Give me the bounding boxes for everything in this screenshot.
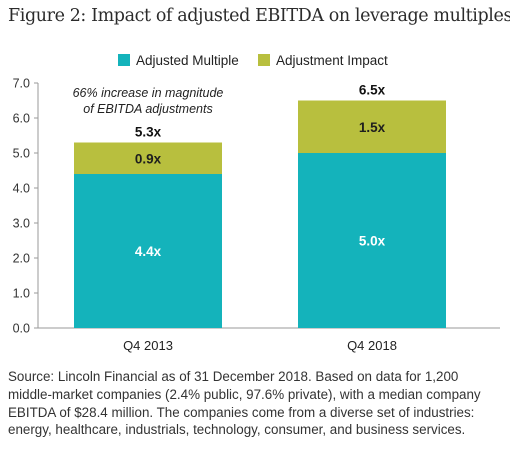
bar-total-label: 6.5x xyxy=(359,83,386,98)
bar-total-label: 5.3x xyxy=(135,125,162,140)
legend-swatch xyxy=(118,54,130,66)
y-tick-label: 5.0 xyxy=(13,147,30,161)
bar-segment xyxy=(298,100,446,153)
bar-segment xyxy=(74,142,222,174)
y-tick-label: 0.0 xyxy=(13,322,30,336)
bar-value-label: 1.5x xyxy=(359,120,386,135)
bar-segment xyxy=(298,153,446,328)
y-tick-label: 7.0 xyxy=(13,77,30,91)
y-tick-label: 3.0 xyxy=(13,217,30,231)
y-tick-label: 2.0 xyxy=(13,252,30,266)
bar-value-label: 4.4x xyxy=(135,244,162,259)
y-tick-label: 1.0 xyxy=(13,287,30,301)
legend-label: Adjusted Multiple xyxy=(136,53,239,68)
stacked-bar-chart: Adjusted Multiple Adjustment Impact 0.0 1.0… xyxy=(13,53,500,353)
bar-value-label: 0.9x xyxy=(135,151,162,166)
y-tick-label: 4.0 xyxy=(13,182,30,196)
legend-swatch xyxy=(258,54,270,66)
bar-value-label: 5.0x xyxy=(359,234,386,249)
chart-title: Figure 2: Impact of adjusted EBITDA on l… xyxy=(8,6,510,26)
annotation-text: of EBITDA adjustments xyxy=(83,102,212,116)
y-tick-label: 6.0 xyxy=(13,112,30,126)
source-note: Source: Lincoln Financial as of 31 Decem… xyxy=(8,369,481,438)
legend-label: Adjustment Impact xyxy=(276,53,388,68)
x-tick-label: Q4 2013 xyxy=(123,338,173,353)
x-tick-label: Q4 2018 xyxy=(347,338,397,353)
annotation-text: 66% increase in magnitude xyxy=(73,86,224,100)
bar-segment xyxy=(74,174,222,328)
